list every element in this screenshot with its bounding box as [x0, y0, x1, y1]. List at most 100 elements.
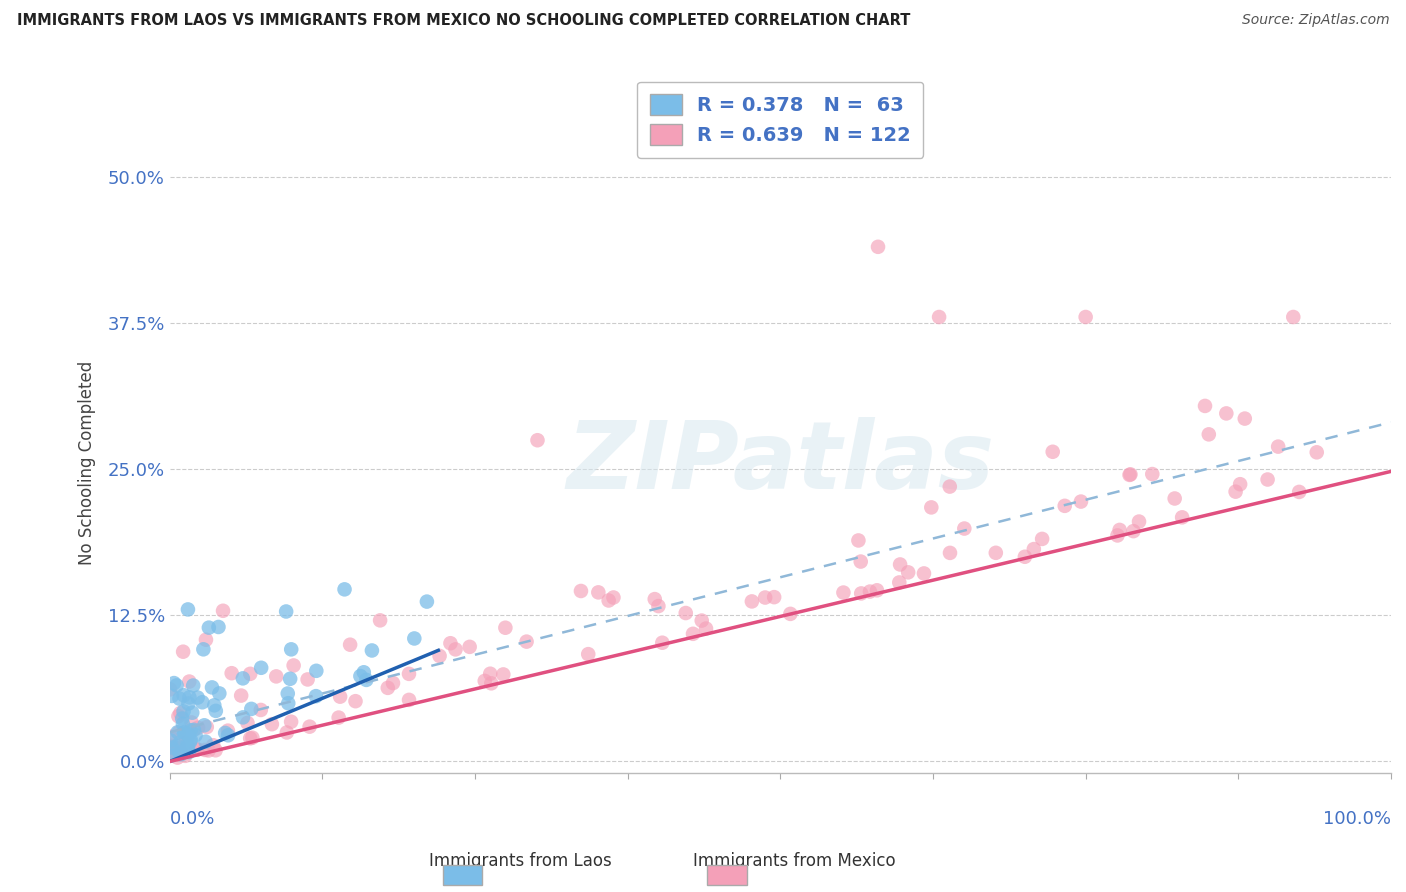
Point: [169, 735, 191, 749]
Point: [349, 669, 371, 683]
Point: [598, 593, 620, 607]
Point: [177, 745, 200, 759]
Point: [1171, 510, 1194, 524]
Point: [1128, 515, 1150, 529]
Point: [184, 728, 207, 742]
Point: [202, 698, 225, 713]
Point: [280, 642, 302, 657]
Point: [280, 714, 302, 729]
Point: [368, 613, 391, 627]
Point: [236, 715, 259, 730]
Point: [741, 594, 763, 608]
Point: [166, 741, 188, 756]
Point: [167, 739, 190, 753]
Point: [866, 240, 889, 254]
Point: [167, 709, 190, 723]
Point: [187, 690, 209, 705]
Point: [1122, 524, 1144, 538]
Point: [344, 694, 367, 708]
Point: [193, 642, 215, 657]
Point: [474, 673, 496, 688]
Text: 100.0%: 100.0%: [1323, 811, 1391, 829]
Point: [1053, 499, 1076, 513]
Point: [1282, 310, 1305, 324]
Point: [859, 584, 882, 599]
Point: [647, 599, 669, 613]
Point: [494, 621, 516, 635]
Point: [172, 645, 194, 659]
Point: [675, 606, 697, 620]
Point: [328, 710, 350, 724]
Point: [1108, 523, 1130, 537]
Point: [382, 676, 405, 690]
Text: Immigrants from Mexico: Immigrants from Mexico: [693, 852, 896, 870]
Point: [479, 676, 502, 690]
Point: [1267, 440, 1289, 454]
Point: [195, 720, 218, 734]
Point: [173, 688, 195, 702]
Point: [170, 747, 193, 762]
Point: [939, 480, 962, 494]
Point: [231, 689, 253, 703]
Point: [297, 673, 319, 687]
Point: [169, 691, 191, 706]
Point: [163, 676, 186, 690]
Point: [912, 566, 935, 581]
Point: [239, 731, 262, 746]
Point: [187, 721, 209, 735]
Point: [1163, 491, 1185, 506]
Point: [166, 739, 188, 753]
Point: [416, 594, 439, 608]
Point: [201, 681, 224, 695]
Point: [191, 695, 214, 709]
Point: [516, 634, 538, 648]
Point: [250, 661, 273, 675]
Point: [889, 558, 911, 572]
Point: [398, 693, 420, 707]
Point: [361, 643, 384, 657]
Point: [1198, 427, 1220, 442]
Point: [339, 638, 361, 652]
Point: [181, 706, 204, 720]
Point: [167, 725, 190, 739]
Point: [277, 696, 299, 710]
Point: [329, 690, 352, 704]
Point: [278, 672, 301, 686]
Point: [179, 690, 201, 705]
Point: [690, 614, 713, 628]
Point: [1014, 549, 1036, 564]
Point: [194, 743, 217, 757]
Point: [897, 566, 920, 580]
Point: [928, 310, 950, 324]
Point: [588, 585, 610, 599]
Point: [176, 738, 198, 752]
Point: [1229, 477, 1251, 491]
Point: [242, 731, 264, 745]
Point: [183, 723, 205, 737]
Point: [398, 666, 420, 681]
Point: [249, 703, 271, 717]
Point: [193, 718, 215, 732]
Point: [232, 671, 254, 685]
Point: [353, 665, 375, 680]
Point: [444, 642, 467, 657]
Point: [160, 739, 183, 753]
Point: [276, 725, 298, 739]
Point: [240, 702, 263, 716]
Point: [174, 748, 197, 763]
Point: [197, 743, 219, 757]
Point: [849, 555, 872, 569]
Point: [682, 627, 704, 641]
Point: [217, 728, 239, 742]
Text: ZIPatlas: ZIPatlas: [567, 417, 994, 509]
Point: [377, 681, 399, 695]
Point: [1288, 484, 1310, 499]
Point: [159, 730, 181, 744]
Point: [194, 632, 217, 647]
Point: [429, 648, 451, 663]
Point: [1233, 411, 1256, 425]
Point: [404, 632, 426, 646]
Point: [356, 673, 378, 687]
Point: [180, 715, 202, 730]
Point: [439, 636, 461, 650]
